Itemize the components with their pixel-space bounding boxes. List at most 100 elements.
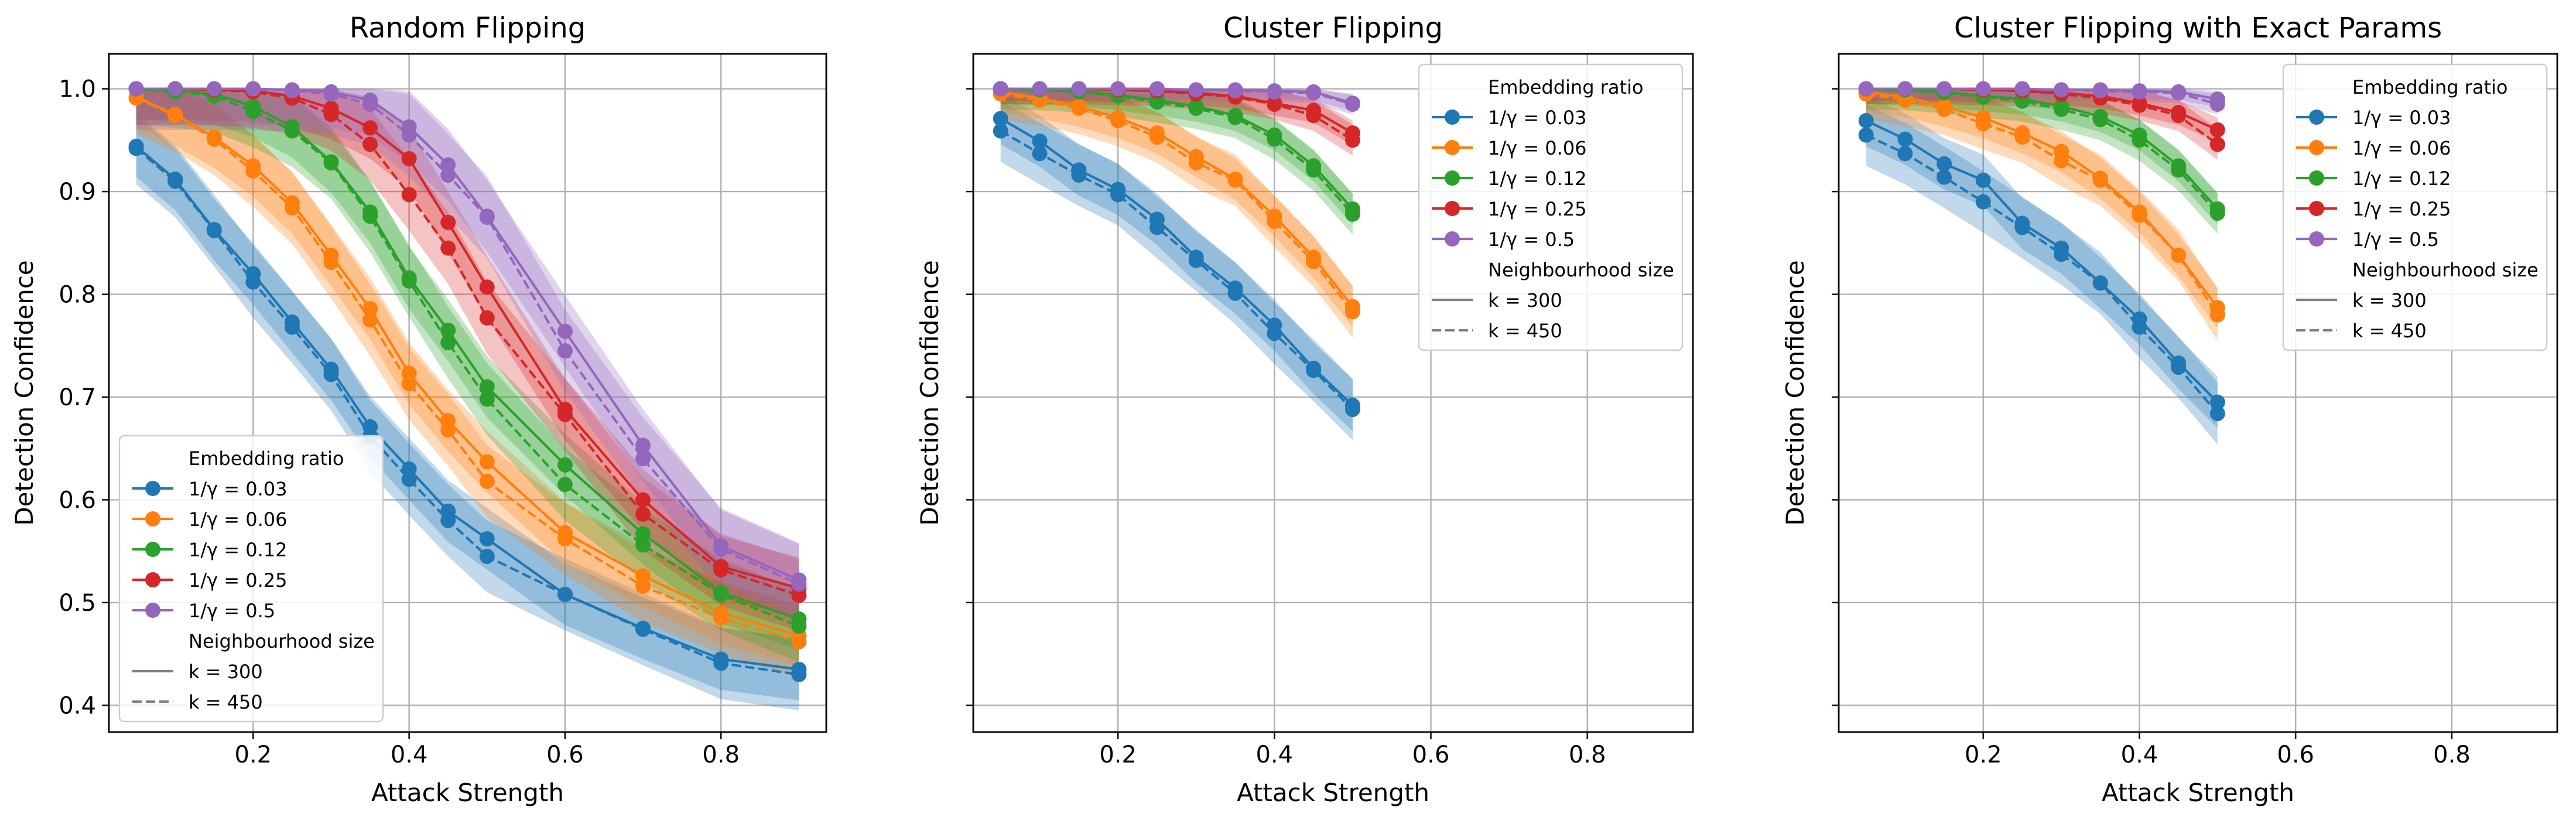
data-point xyxy=(2132,97,2147,113)
data-point xyxy=(167,173,183,189)
data-point xyxy=(1897,146,1913,162)
data-point xyxy=(1188,82,1204,98)
data-point xyxy=(401,151,417,166)
data-point xyxy=(440,240,456,256)
series-line xyxy=(1000,87,1353,105)
data-point xyxy=(557,586,573,602)
chart-title: Cluster Flipping xyxy=(1223,12,1443,45)
confidence-band xyxy=(1866,88,2218,225)
data-point xyxy=(2092,275,2108,291)
data-point xyxy=(1227,172,1243,188)
legend-box xyxy=(118,435,384,723)
legend-entry: 1/γ = 0.5 xyxy=(2352,228,2439,251)
data-point xyxy=(2092,83,2108,99)
data-point xyxy=(713,562,729,577)
confidence-band xyxy=(136,88,799,666)
legend-entry: k = 300 xyxy=(189,661,263,683)
confidence-band xyxy=(1000,88,1353,327)
data-point xyxy=(401,376,417,392)
legend-entry: k = 450 xyxy=(189,691,263,713)
legend-entry: k = 450 xyxy=(1488,320,1562,342)
confidence-band xyxy=(1866,104,2218,445)
data-point xyxy=(1227,285,1243,301)
series-line xyxy=(1000,93,1354,313)
legend: Embedding ratio 1/γ = 0.03 1/γ = 0.06 1/γ =… xyxy=(2282,63,2548,351)
data-point xyxy=(1032,81,1048,97)
data-point xyxy=(557,406,573,422)
x-tick-label: 0.2 xyxy=(1099,741,1137,768)
data-point xyxy=(2171,85,2187,101)
legend-entry: 1/γ = 0.25 xyxy=(189,569,287,591)
legend-entry: 1/γ = 0.12 xyxy=(1488,167,1586,190)
x-axis-label: Attack Strength xyxy=(1237,778,1429,807)
data-point xyxy=(1345,206,1360,222)
data-point xyxy=(2171,108,2187,124)
legend-marker xyxy=(2309,170,2324,186)
data-point xyxy=(245,81,261,97)
data-point xyxy=(1975,116,1991,132)
data-point xyxy=(479,379,495,395)
data-point xyxy=(479,473,495,489)
legend-entry: 1/γ = 0.03 xyxy=(1488,107,1586,129)
legend-marker xyxy=(145,542,160,557)
data-point xyxy=(2092,172,2108,188)
legend-entry: 1/γ = 0.5 xyxy=(1488,228,1575,251)
legend-title-embedding: Embedding ratio xyxy=(2352,76,2507,98)
x-tick-label: 0.4 xyxy=(391,741,428,768)
data-point xyxy=(440,512,456,528)
legend-entry: k = 300 xyxy=(1488,289,1562,312)
data-point xyxy=(713,541,729,557)
legend-marker xyxy=(145,511,160,526)
data-point xyxy=(1975,194,1991,210)
data-point xyxy=(791,587,807,603)
y-tick-label: 0.7 xyxy=(59,384,96,411)
data-point xyxy=(1267,84,1282,100)
confidence-band xyxy=(1000,88,1353,112)
data-point xyxy=(401,273,417,289)
data-point xyxy=(362,301,378,317)
series-line xyxy=(135,97,800,643)
legend-marker xyxy=(1445,110,1460,125)
data-point xyxy=(323,367,339,382)
x-tick-label: 0.6 xyxy=(546,741,584,768)
data-point xyxy=(2209,307,2225,323)
data-point xyxy=(1110,113,1126,129)
legend-marker xyxy=(2309,140,2324,155)
legend-entry: 1/γ = 0.06 xyxy=(189,508,287,531)
confidence-band xyxy=(1866,88,2218,234)
data-point xyxy=(2209,136,2225,152)
data-point xyxy=(362,96,378,112)
y-tick-label: 0.4 xyxy=(59,692,96,719)
legend-entry: 1/γ = 0.25 xyxy=(1488,198,1586,220)
data-point xyxy=(479,391,495,407)
confidence-band xyxy=(1866,95,2218,428)
data-point xyxy=(401,187,417,203)
data-point xyxy=(1149,220,1165,235)
data-point xyxy=(557,343,573,359)
data-point xyxy=(206,131,222,147)
series-line xyxy=(135,147,799,676)
data-point xyxy=(440,322,456,338)
data-point xyxy=(479,531,495,547)
data-point xyxy=(1306,254,1322,269)
data-point xyxy=(1071,167,1087,183)
legend-marker xyxy=(2309,201,2324,216)
series-line xyxy=(1000,129,1354,411)
series-line xyxy=(135,145,799,671)
data-point xyxy=(1858,113,1874,129)
data-point xyxy=(993,123,1008,139)
data-point xyxy=(791,634,807,649)
confidence-band xyxy=(1000,88,1353,225)
data-point xyxy=(2014,220,2030,235)
data-point xyxy=(362,136,378,152)
legend-marker xyxy=(1445,140,1460,155)
data-point xyxy=(2171,360,2187,375)
x-tick-label: 0.8 xyxy=(702,741,740,768)
y-tick-label: 1.0 xyxy=(59,76,96,103)
data-point xyxy=(2014,129,2030,145)
x-tick-label: 0.4 xyxy=(2121,741,2158,768)
data-point xyxy=(1306,85,1322,101)
data-point xyxy=(1306,363,1322,378)
chart-panel-2: 0.2 0.4 0.6 0.8 Cluster Flipping Attack Stren… xyxy=(915,12,1694,807)
legend-marker xyxy=(1445,201,1460,216)
